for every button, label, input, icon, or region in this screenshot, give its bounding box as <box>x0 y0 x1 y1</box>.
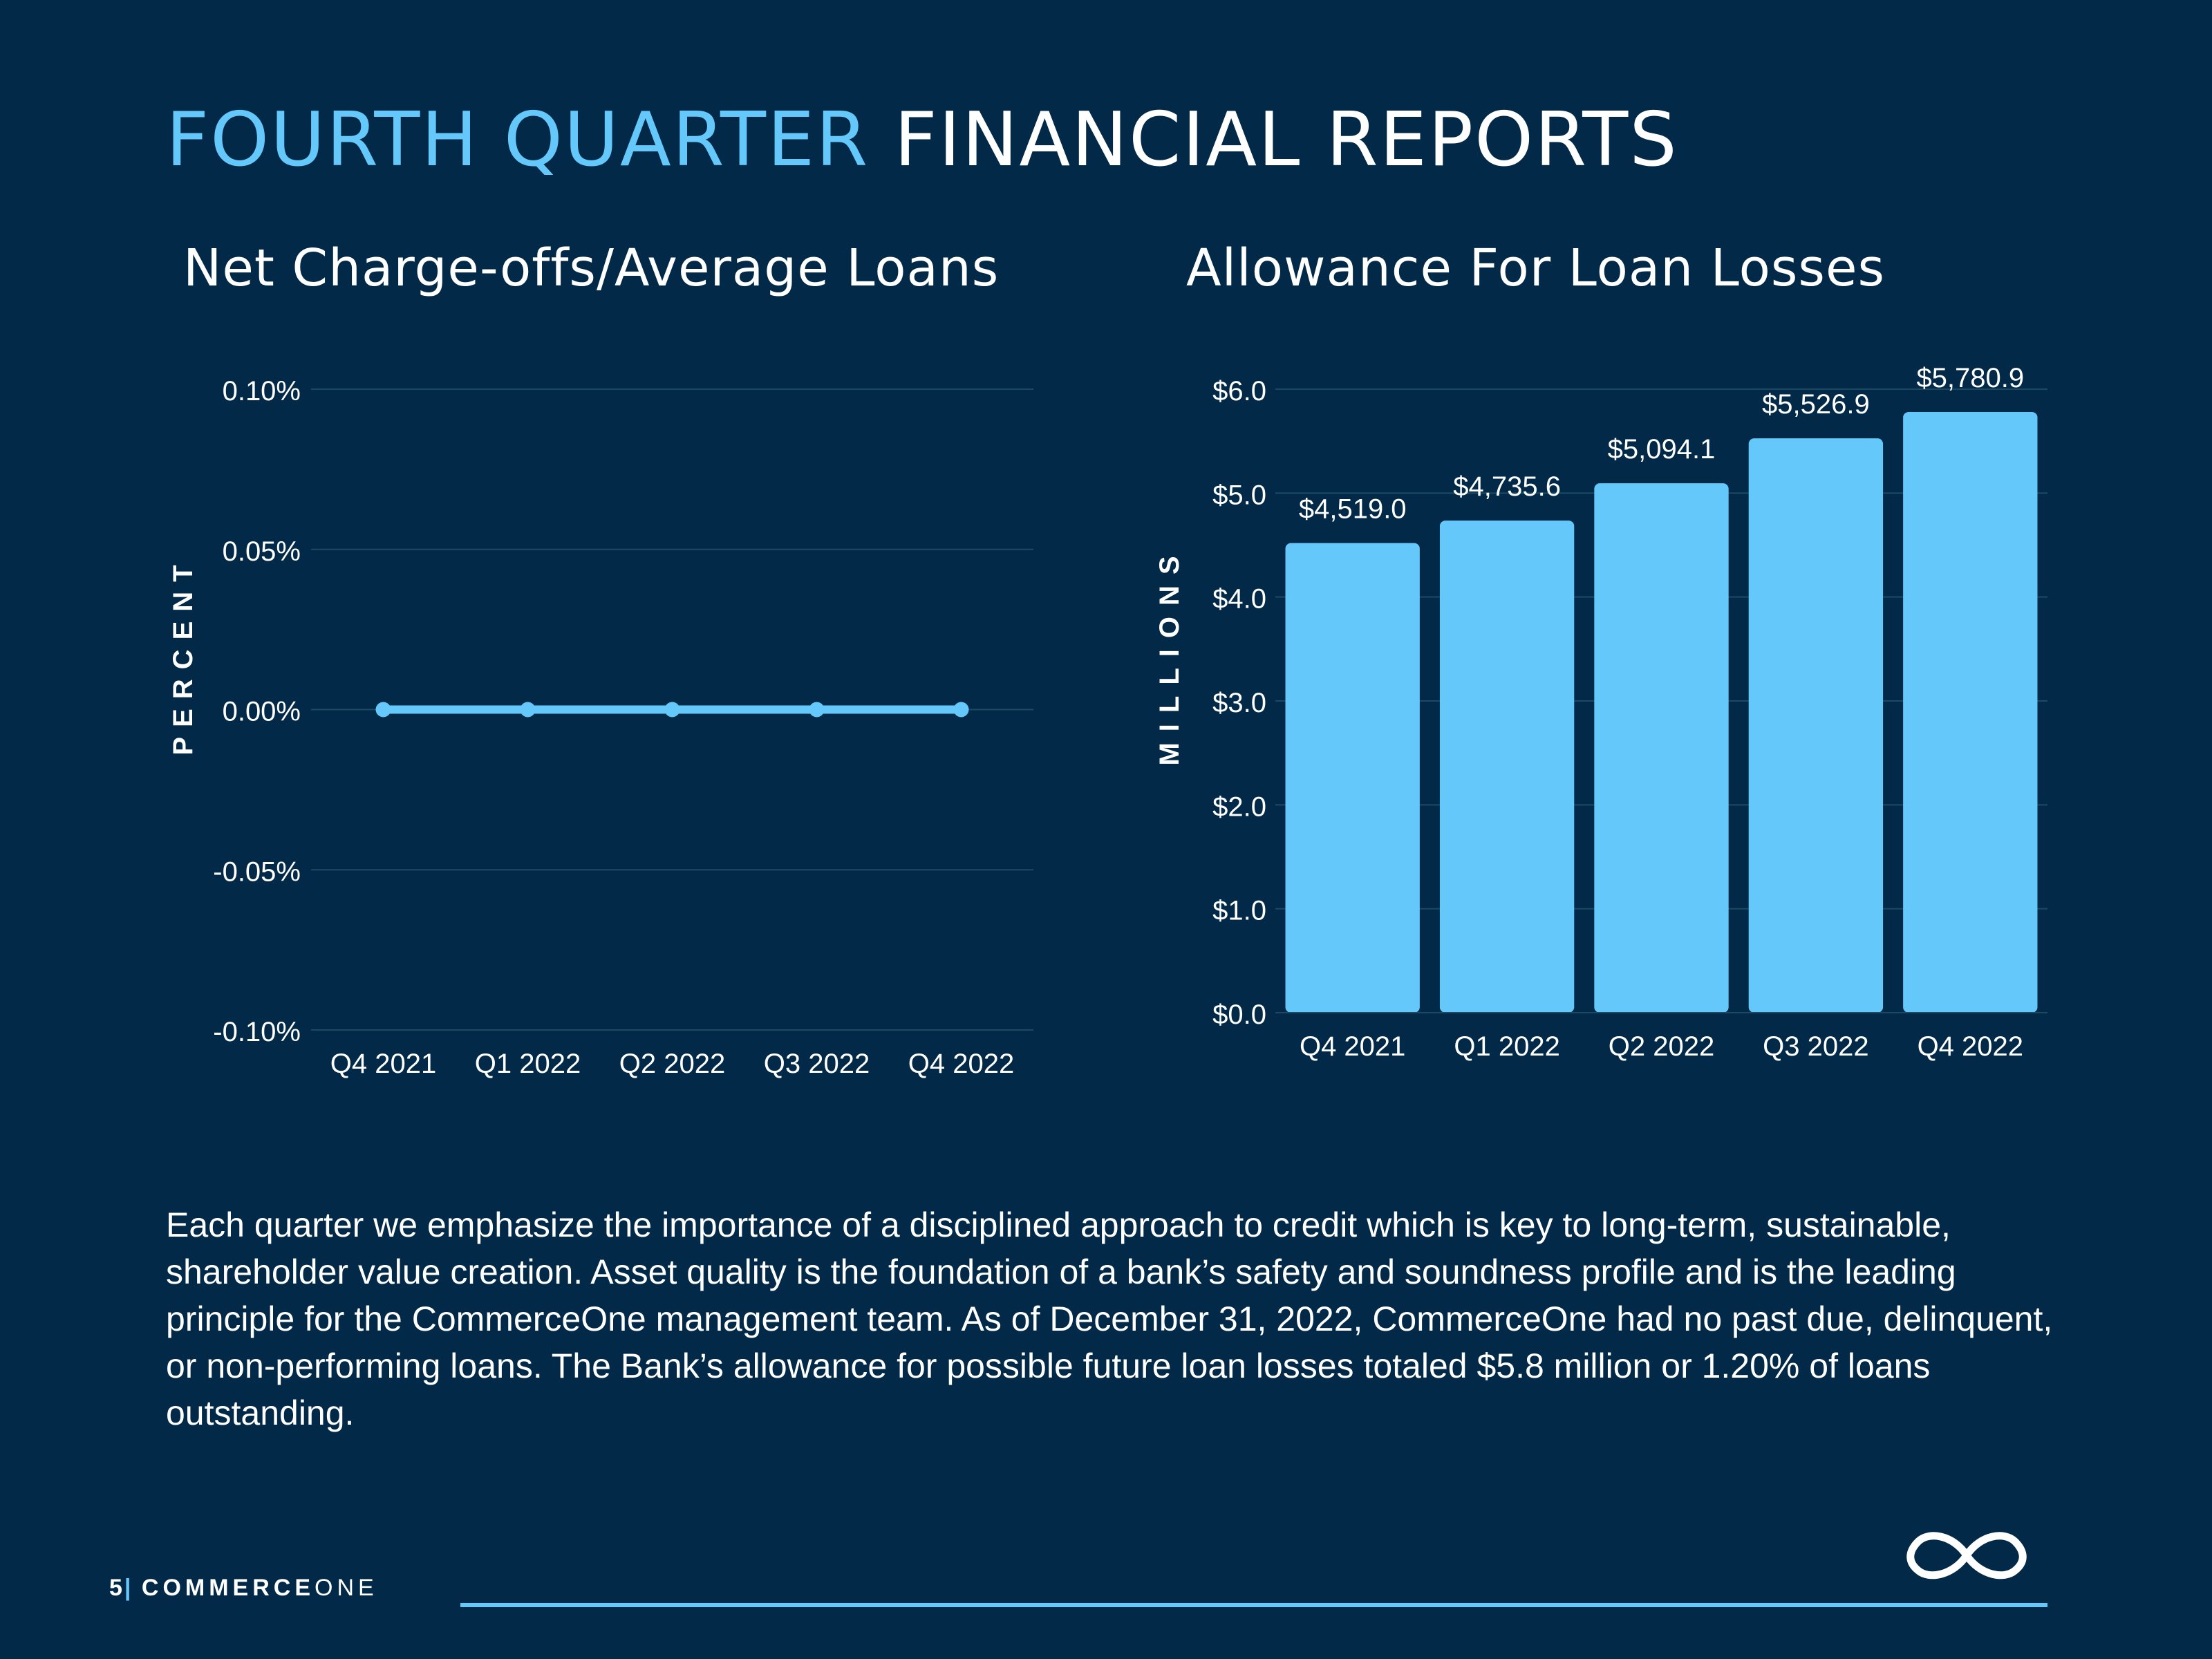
page-title-rest: FINANCIAL REPORTS <box>894 97 1678 183</box>
bar <box>1903 411 2038 1013</box>
x-tick-label: Q2 2022 <box>619 1049 725 1079</box>
x-tick-label: Q2 2022 <box>1609 1031 1714 1062</box>
y-axis-label: MILLIONS <box>1154 545 1185 765</box>
y-axis-label: PERCENT <box>168 555 198 755</box>
data-label: $4,735.6 <box>1453 471 1561 502</box>
x-tick-label: Q3 2022 <box>1763 1031 1868 1062</box>
bar <box>1439 521 1575 1013</box>
bar <box>1285 543 1420 1013</box>
data-label: $5,526.9 <box>1762 389 1870 420</box>
x-tick-label: Q4 2021 <box>330 1049 436 1079</box>
data-point <box>809 702 825 718</box>
data-point <box>520 702 536 718</box>
page-number: 5 <box>109 1575 124 1601</box>
y-tick-label: $2.0 <box>1212 791 1266 822</box>
data-label: $4,519.0 <box>1299 494 1407 525</box>
y-tick-label: $5.0 <box>1212 480 1266 510</box>
chart-title-net-chargeoffs: Net Charge-offs/Average Loans <box>183 238 1000 298</box>
data-point <box>375 702 391 718</box>
footer-brand-light: ONE <box>315 1575 378 1601</box>
y-tick-label: -0.10% <box>213 1017 301 1047</box>
y-tick-label: $4.0 <box>1212 584 1266 615</box>
y-tick-label: $3.0 <box>1212 688 1266 718</box>
page-title-accent: FOURTH QUARTER <box>166 97 870 183</box>
footer-divider <box>460 1603 2047 1607</box>
infinity-logo-icon <box>1906 1532 2027 1580</box>
y-tick-label: $1.0 <box>1212 896 1266 926</box>
bar <box>1748 438 1884 1013</box>
page-title: FOURTH QUARTER FINANCIAL REPORTS <box>166 97 1678 183</box>
x-tick-label: Q4 2022 <box>1918 1031 2023 1062</box>
y-tick-label: 0.05% <box>223 536 301 567</box>
data-label: $5,780.9 <box>1916 363 2024 393</box>
x-tick-label: Q1 2022 <box>1454 1031 1559 1062</box>
data-label: $5,094.1 <box>1608 434 1716 465</box>
chart-title-allowance: Allowance For Loan Losses <box>1186 238 1886 298</box>
y-tick-label: $0.0 <box>1212 1000 1266 1030</box>
data-point <box>664 702 680 718</box>
body-paragraph: Each quarter we emphasize the importance… <box>166 1206 2053 1432</box>
x-tick-label: Q4 2021 <box>1300 1031 1405 1062</box>
y-tick-label: -0.05% <box>213 856 301 887</box>
bar <box>1594 483 1729 1013</box>
x-tick-label: Q4 2022 <box>908 1049 1014 1079</box>
y-tick-label: $6.0 <box>1212 376 1266 406</box>
footer-brand-bold: COMMERCE <box>141 1575 315 1601</box>
y-tick-label: 0.00% <box>223 697 301 727</box>
footer-page-number: 5| COMMERCEONE <box>109 1575 378 1602</box>
x-tick-label: Q1 2022 <box>475 1049 581 1079</box>
y-tick-label: 0.10% <box>223 376 301 406</box>
data-point <box>953 702 969 718</box>
x-tick-label: Q3 2022 <box>764 1049 870 1079</box>
footer-separator: | <box>124 1575 133 1601</box>
